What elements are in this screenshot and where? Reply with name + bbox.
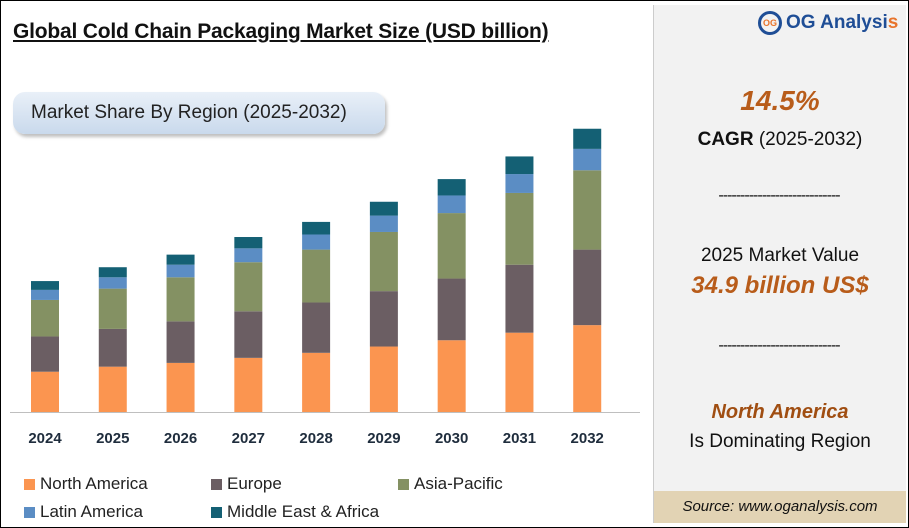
bar-segment-2029-middle-east-africa <box>369 201 398 216</box>
bar-segment-2028-middle-east-africa <box>302 221 331 235</box>
bar-segment-2026-asia-pacific <box>166 277 195 322</box>
bar-segment-2029-latin-america <box>369 215 398 232</box>
bar-segment-2032-latin-america <box>573 148 602 171</box>
bar-segment-2026-middle-east-africa <box>166 254 195 265</box>
legend-item-north-america: North America <box>24 474 148 494</box>
x-tick-2028: 2028 <box>299 430 332 447</box>
legend-label-latin-america: Latin America <box>40 502 143 521</box>
legend-swatch-latin-america <box>24 506 35 518</box>
bar-segment-2026-europe <box>166 321 195 363</box>
legend-swatch-north-america <box>24 478 35 490</box>
dominating-label: Is Dominating Region <box>689 431 871 452</box>
legend-item-latin-america: Latin America <box>24 502 143 522</box>
logo-text: OG Analysis <box>786 12 898 34</box>
bar-segment-2025-asia-pacific <box>98 288 127 329</box>
x-tick-2024: 2024 <box>28 430 62 447</box>
bar-segment-2030-europe <box>437 278 466 341</box>
stacked-bar-chart: 2024 2025 2026 2027 2028 2029 2030 2031 2032 <box>10 128 640 447</box>
market-value-label: 2025 Market Value <box>700 245 860 266</box>
bar-segment-2025-middle-east-africa <box>98 267 127 278</box>
divider-bottom: ---------------------------- <box>718 337 840 354</box>
x-tick-2031: 2031 <box>503 430 536 447</box>
bar-segment-2032-north-america <box>573 325 602 412</box>
bar-segment-2031-latin-america <box>505 174 534 193</box>
x-tick-2025: 2025 <box>96 430 129 447</box>
bar-segment-2027-latin-america <box>234 248 263 263</box>
bar-segment-2029-europe <box>369 291 398 347</box>
legend-item-asia-pacific: Asia-Pacific <box>398 474 503 494</box>
chart-legend: North America Europe Asia-Pacific Latin … <box>24 470 624 526</box>
legend-label-asia-pacific: Asia-Pacific <box>414 474 503 493</box>
bar-segment-2028-asia-pacific <box>302 249 331 303</box>
bar-segment-2031-asia-pacific <box>505 192 534 265</box>
bar-segment-2026-latin-america <box>166 264 195 278</box>
bar-segment-2025-north-america <box>98 366 127 412</box>
legend-label-europe: Europe <box>227 474 282 493</box>
logo-suffix: s <box>887 12 899 33</box>
bar-segment-2028-north-america <box>302 352 331 412</box>
og-analysis-logo: OG OG Analysis <box>758 11 898 35</box>
bar-segment-2030-north-america <box>437 340 466 412</box>
bar-segment-2026-north-america <box>166 362 195 412</box>
x-tick-2029: 2029 <box>367 430 400 447</box>
bar-segment-2027-north-america <box>234 357 263 412</box>
bar-segment-2027-europe <box>234 311 263 358</box>
legend-label-north-america: North America <box>40 474 148 493</box>
cagr-value: 14.5% <box>740 85 820 116</box>
divider-top: ---------------------------- <box>718 187 840 204</box>
bar-segment-2028-latin-america <box>302 234 331 250</box>
legend-label-mea: Middle East & Africa <box>227 502 380 521</box>
summary-panel: OG OG Analysis 14.5% CAGR (2025-2032) --… <box>653 5 906 523</box>
cagr-period: (2025-2032) <box>758 129 863 150</box>
bar-segment-2029-asia-pacific <box>369 231 398 292</box>
bar-segment-2031-north-america <box>505 332 534 412</box>
bar-segment-2024-latin-america <box>31 289 59 300</box>
dominating-region: North America <box>711 401 849 423</box>
bar-segment-2030-middle-east-africa <box>437 179 466 196</box>
cagr-label-text: CAGR <box>697 129 754 150</box>
bar-segment-2032-middle-east-africa <box>573 128 602 149</box>
cagr-label: CAGR (2025-2032) <box>654 129 906 151</box>
x-tick-2030: 2030 <box>435 430 468 447</box>
og-logo-icon: OG <box>758 11 782 35</box>
chart-title: Global Cold Chain Packaging Market Size … <box>13 20 549 43</box>
market-value: 34.9 billion US$ <box>691 272 869 299</box>
bar-segment-2029-north-america <box>369 346 398 412</box>
bar-segment-2027-middle-east-africa <box>234 237 263 249</box>
bar-segment-2032-europe <box>573 249 602 326</box>
x-tick-2026: 2026 <box>164 430 197 447</box>
bar-segment-2024-north-america <box>31 371 59 412</box>
legend-swatch-europe <box>211 478 222 490</box>
bar-segment-2025-latin-america <box>98 277 127 289</box>
bar-segment-2031-europe <box>505 264 534 333</box>
logo-prefix: OG <box>762 18 777 28</box>
bar-segment-2032-asia-pacific <box>573 170 602 250</box>
bar-segment-2025-europe <box>98 328 127 367</box>
legend-item-mea: Middle East & Africa <box>211 502 379 522</box>
bar-segment-2024-europe <box>31 336 59 372</box>
x-tick-2027: 2027 <box>232 430 265 447</box>
bar-segment-2024-asia-pacific <box>31 299 59 337</box>
chart-subtitle: Market Share By Region (2025-2032) <box>13 92 385 134</box>
bar-segment-2028-europe <box>302 302 331 353</box>
source-note: Source: www.oganalysis.com <box>654 491 906 523</box>
bar-segment-2030-asia-pacific <box>437 213 466 279</box>
bar-segment-2024-middle-east-africa <box>31 281 59 290</box>
bar-segment-2031-middle-east-africa <box>505 156 534 175</box>
x-tick-2032: 2032 <box>571 430 604 447</box>
logo-name: OG Analysi <box>786 12 888 33</box>
legend-swatch-asia-pacific <box>398 478 409 490</box>
legend-item-europe: Europe <box>211 474 282 494</box>
bar-segment-2027-asia-pacific <box>234 262 263 312</box>
bar-segment-2030-latin-america <box>437 195 466 214</box>
legend-swatch-mea <box>211 506 222 518</box>
